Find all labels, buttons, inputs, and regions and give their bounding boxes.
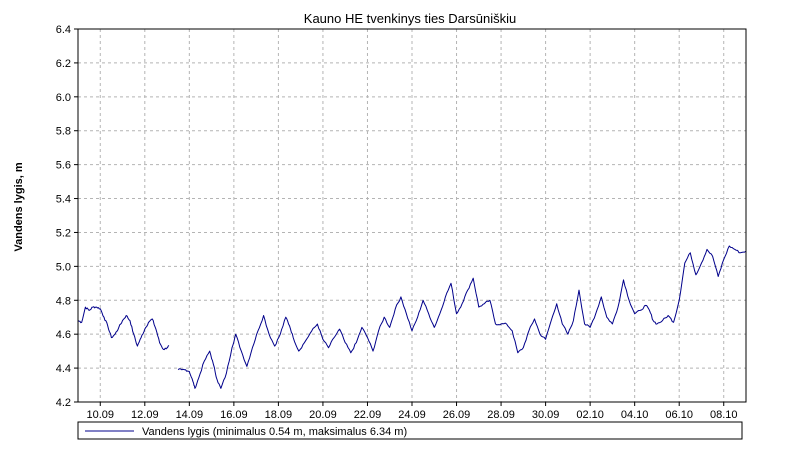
legend-box — [77, 421, 743, 440]
x-tick-label: 02.10 — [576, 409, 604, 421]
x-tick-label: 08.10 — [710, 409, 738, 421]
legend-series-label: Vandens lygis (minimalus 0.54 m, maksima… — [142, 426, 407, 438]
y-tick-label: 4.6 — [56, 329, 71, 341]
y-axis-label: Vandens lygis, m — [13, 162, 25, 251]
series-line-segment — [177, 245, 747, 389]
legend: Vandens lygis (minimalus 0.54 m, maksima… — [77, 421, 743, 440]
x-tick-label: 16.09 — [220, 409, 248, 421]
y-tick-label: 6.0 — [56, 92, 71, 104]
y-tick-label: 5.4 — [56, 194, 71, 206]
y-tick-label: 4.2 — [56, 397, 71, 409]
series-layer — [77, 245, 747, 389]
chart-title: Kauno HE tvenkinys ties Darsūniškiu — [304, 11, 516, 26]
x-tick-label: 20.09 — [309, 409, 337, 421]
x-tick-label: 28.09 — [487, 409, 515, 421]
grid-layer — [78, 29, 746, 402]
x-axis-ticks: 10.09 12.09 14.09 16.09 18.09 20.09 22.09 24.09… — [87, 402, 738, 421]
y-tick-label: 5.2 — [56, 227, 71, 239]
y-axis-ticks: 4.2 4.4 4.6 4.8 5.0 5.2 5.4 5.6 5.8 6.0 6.2 6.4 — [56, 24, 78, 409]
x-tick-label: 06.10 — [665, 409, 693, 421]
x-tick-label: 30.09 — [532, 409, 560, 421]
x-tick-label: 18.09 — [265, 409, 293, 421]
series-line-segment — [77, 306, 170, 351]
x-tick-label: 24.09 — [398, 409, 426, 421]
y-tick-label: 5.8 — [56, 126, 71, 138]
y-tick-label: 6.4 — [56, 24, 71, 36]
x-tick-label: 10.09 — [87, 409, 115, 421]
x-tick-label: 04.10 — [621, 409, 649, 421]
x-tick-label: 22.09 — [354, 409, 382, 421]
x-tick-label: 14.09 — [176, 409, 204, 421]
y-tick-label: 4.4 — [56, 363, 71, 375]
x-tick-label: 12.09 — [131, 409, 159, 421]
y-tick-label: 5.0 — [56, 261, 71, 273]
y-tick-label: 6.2 — [56, 58, 71, 70]
y-tick-label: 4.8 — [56, 295, 71, 307]
y-tick-label: 5.6 — [56, 160, 71, 172]
x-tick-label: 26.09 — [443, 409, 471, 421]
